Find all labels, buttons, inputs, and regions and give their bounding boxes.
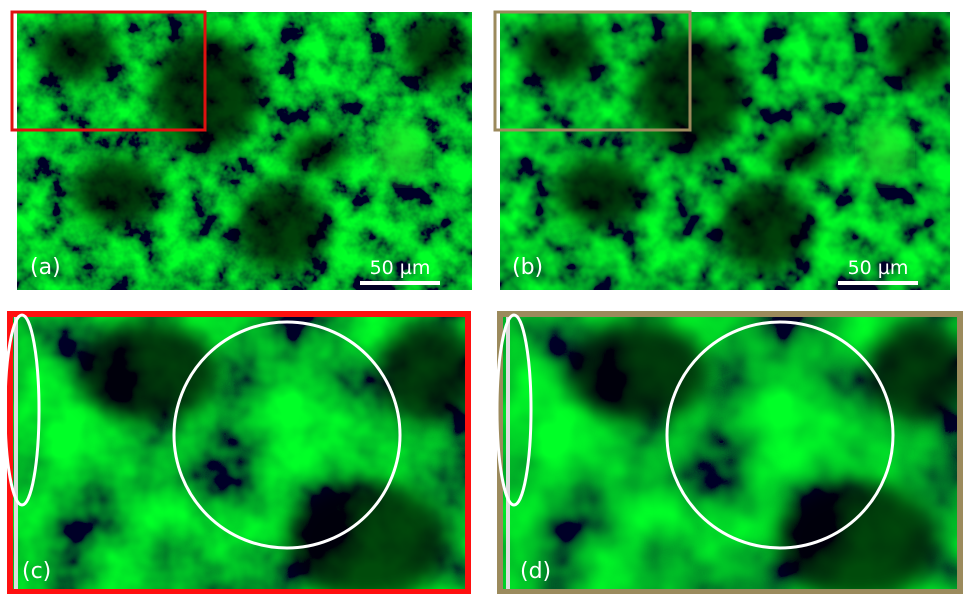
figure: (a) 50 µm (b) 50 µm (c)	[0, 0, 965, 594]
page: {"panels": [ {"label": "(a)", "scale_bar…	[0, 0, 965, 594]
panel-label: (d)	[520, 559, 551, 584]
panel-b-image	[500, 12, 955, 290]
panel-c-image	[8, 312, 478, 594]
panel-a-image	[17, 12, 472, 290]
panel-label: (a)	[30, 255, 61, 280]
scale-bar-label: 50 µm	[370, 257, 431, 279]
panel-label: (b)	[512, 255, 543, 280]
panel-d-image	[498, 312, 965, 594]
panel-label: (c)	[22, 559, 51, 584]
scale-bar-label: 50 µm	[848, 257, 909, 279]
